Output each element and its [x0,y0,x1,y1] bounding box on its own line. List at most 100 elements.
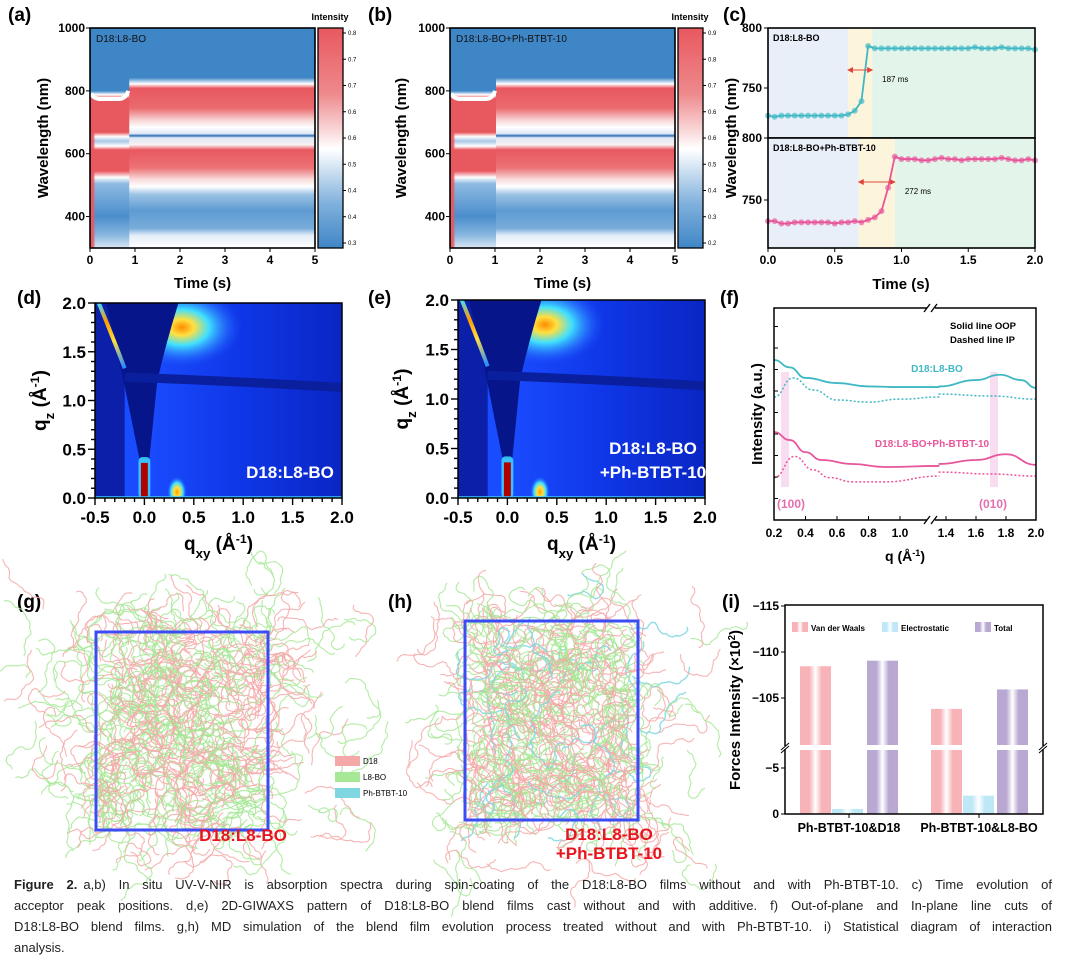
molecule-chain [446,771,483,809]
molecule-chain [579,751,645,773]
inset-label: D18:L8-BO [96,34,146,45]
x-tick-label: 2.0 [1028,526,1045,540]
lamellar-peak [530,476,551,498]
data-point [918,157,925,164]
molecule-chain [137,598,155,655]
specular-rod [140,462,148,498]
x-tick-label: -0.5 [443,508,472,527]
scattering-pattern [458,300,705,498]
subplot-label: D18:L8-BO [773,33,820,43]
molecule-chain [607,703,633,762]
molecule-chain [496,759,515,820]
molecule-chain [605,790,631,818]
bar [931,708,962,745]
label-part: q (Å [885,548,912,564]
x-tick-label: 4 [267,253,274,267]
molecule-chain [160,634,198,659]
molecule-chain [191,822,229,856]
molecule-chain [50,714,112,731]
data-point [965,45,972,52]
molecule-chain [146,669,187,707]
molecule-chain [539,670,564,714]
molecule-chain [658,714,711,734]
time-region [858,138,895,248]
molecule-chain [193,814,227,850]
bar [832,808,863,814]
x-tick-label: 2 [177,253,184,267]
colorbar [677,27,704,249]
molecule-chain [124,635,168,684]
molecule-chain [446,604,492,637]
molecule-chain [569,758,624,801]
molecule-chain [232,685,257,722]
molecule-chain [603,798,625,840]
molecule-chain [192,794,252,817]
molecule-chain [168,573,208,619]
data-point [911,45,918,52]
molecule-chain [308,804,338,823]
molecule-chain [548,617,612,641]
molecule-chain [600,650,633,696]
panel-label-f: (f) [720,288,739,309]
y-tick-label: 600 [425,147,445,161]
legend-label: Electrostatic [901,624,950,633]
molecule-chain [217,654,255,707]
x-tick-label: 4 [627,253,634,267]
molecule-chain [498,691,541,743]
molecule-chain [573,749,607,773]
molecule-chain [255,696,274,735]
molecule-chain [527,617,553,680]
axis-break-mark [780,745,790,754]
label-part: q [547,534,559,555]
molecule-chain [648,799,665,859]
data-point [811,219,818,226]
molecule-chain [412,653,466,680]
x-tick-label: 1.5 [644,508,668,527]
data-point [958,157,965,164]
inset-label: D18:L8-BO+Ph-BTBT-10 [456,34,567,45]
molecule-chain [87,714,123,765]
plot-frame [449,27,676,249]
panel-label-e: (e) [368,288,391,309]
axis-break-gap [780,746,1048,749]
time-region [768,138,859,248]
molecule-chain [526,690,560,747]
y-tick-label: 800 [65,84,85,98]
molecule-chain [134,794,168,836]
x-axis-title: Time (s) [534,275,591,292]
molecule-chain [455,850,474,897]
series-ip-line [938,471,1037,477]
data-point [1025,45,1032,52]
axis-break-mark [1038,745,1048,754]
colorbar-tick-label: 0.4 [348,215,357,221]
molecule-chain [188,728,216,773]
molecule-chain [163,644,181,706]
series-oop-line [938,373,1037,389]
molecule-chain [486,861,551,873]
label-part: -1 [28,376,42,387]
molecule-chain [185,672,224,723]
molecule-chain [226,600,246,661]
molecule-chain [469,745,516,769]
molecule-chain [194,663,229,703]
molecule-chain [70,724,103,772]
heatmap-edge-band [90,97,96,249]
y-axis-title: Intensity (a.u.) [749,363,766,465]
molecule-chain [235,655,281,694]
molecule-chain [532,679,586,707]
molecule-chain [447,691,512,707]
heatmap-edge [449,90,497,102]
molecule-chain [105,710,133,761]
colorbar-tick-label: 0.5 [348,162,357,168]
molecule-chain [175,765,228,792]
legend-swatch [792,622,808,632]
molecule-chain [489,606,522,645]
molecule-chain [245,749,267,803]
label-part: ) [392,369,413,375]
molecule-chain [208,639,247,687]
molecule-chain [570,695,611,722]
data-point [838,219,845,226]
molecule-chain [531,718,569,775]
y-tick-label: 800 [742,131,762,145]
